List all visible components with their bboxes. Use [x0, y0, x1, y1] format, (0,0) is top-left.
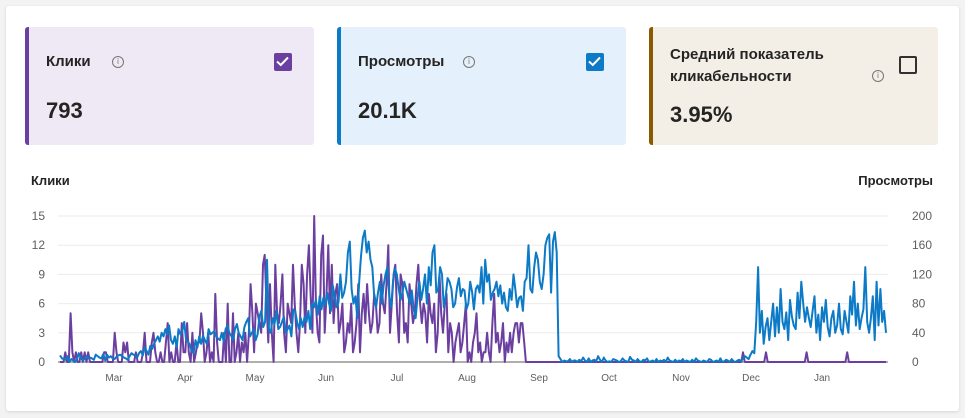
- clicks-checkbox[interactable]: [274, 53, 292, 71]
- y-right-tick-label: 40: [912, 326, 926, 340]
- impressions-label: Просмотры: [358, 53, 445, 70]
- ctr-card[interactable]: Средний показатель кликабельности i 3.95…: [649, 27, 938, 145]
- checkmark-icon: [276, 56, 289, 67]
- right-axis-title: Просмотры: [858, 173, 933, 188]
- y-right-tick-label: 0: [912, 355, 919, 369]
- y-left-tick-label: 15: [32, 209, 46, 223]
- x-tick-label: Apr: [177, 373, 193, 384]
- series-line: [60, 215, 886, 363]
- info-icon[interactable]: i: [872, 70, 884, 82]
- clicks-label: Клики: [46, 53, 91, 70]
- y-right-tick-label: 80: [912, 297, 926, 311]
- x-tick-label: Oct: [601, 373, 617, 384]
- y-right-tick-label: 160: [912, 238, 932, 252]
- ctr-value: 3.95%: [670, 102, 733, 127]
- y-right-tick-label: 120: [912, 267, 932, 281]
- y-left-tick-label: 12: [32, 238, 46, 252]
- x-tick-label: Jan: [814, 373, 830, 384]
- checkmark-icon: [588, 56, 601, 67]
- y-left-tick-label: 3: [38, 326, 45, 340]
- y-left-tick-label: 0: [38, 355, 45, 369]
- clicks-card[interactable]: Клики i 793: [25, 27, 314, 145]
- left-axis-title: Клики: [31, 173, 70, 188]
- impressions-card[interactable]: Просмотры i 20.1K: [337, 27, 626, 145]
- clicks-value: 793: [46, 98, 83, 123]
- series-line: [59, 229, 887, 363]
- y-left-tick-label: 6: [38, 297, 45, 311]
- info-icon[interactable]: i: [112, 56, 124, 68]
- x-tick-label: Mar: [105, 373, 123, 384]
- impressions-checkbox[interactable]: [586, 53, 604, 71]
- x-tick-label: Jun: [318, 373, 334, 384]
- y-left-tick-label: 9: [38, 267, 45, 281]
- ctr-checkbox[interactable]: [899, 56, 917, 74]
- ctr-label-line1: Средний показатель: [670, 46, 824, 63]
- y-right-tick-label: 200: [912, 209, 932, 223]
- ctr-label-line2: кликабельности: [670, 68, 792, 85]
- x-tick-label: May: [246, 373, 265, 384]
- impressions-value: 20.1K: [358, 98, 417, 123]
- x-tick-label: Nov: [672, 373, 690, 384]
- x-tick-label: Dec: [742, 373, 760, 384]
- x-tick-label: Aug: [458, 373, 476, 384]
- x-tick-label: Jul: [391, 373, 404, 384]
- x-tick-label: Sep: [530, 373, 548, 384]
- info-icon[interactable]: i: [463, 56, 475, 68]
